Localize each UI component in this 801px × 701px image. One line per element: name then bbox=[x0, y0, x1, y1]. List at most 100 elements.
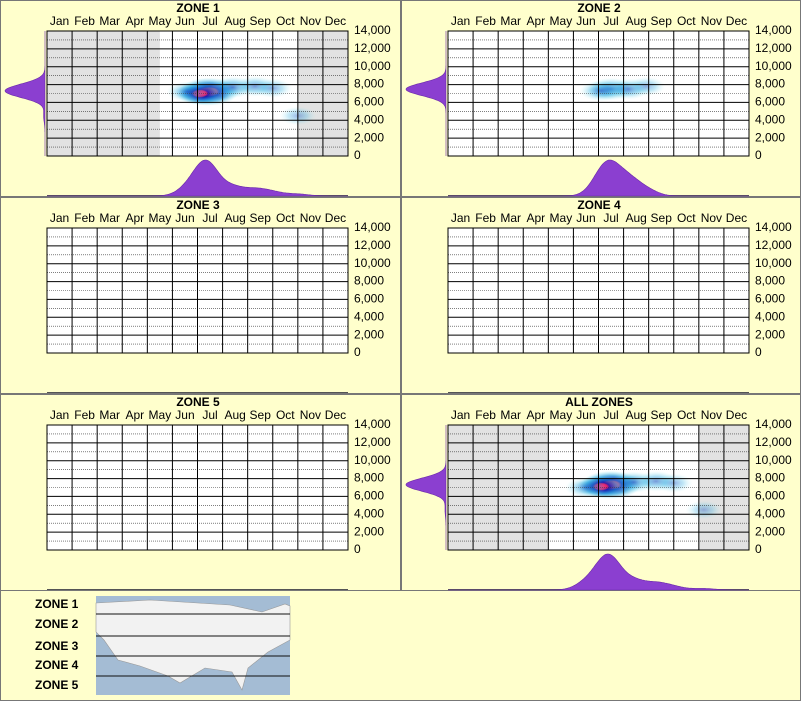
month-label: Jun bbox=[175, 211, 194, 225]
month-label: May bbox=[149, 14, 172, 28]
marginal-month-density bbox=[448, 159, 749, 197]
y-tick-label: 0 bbox=[755, 542, 762, 556]
month-label: Sep bbox=[250, 408, 272, 422]
month-label: Mar bbox=[99, 408, 120, 422]
panel: ALL ZONES 0 2,000 4,000 6,000 8,000 10,000 12,0… bbox=[401, 394, 801, 591]
y-tick-label: 12,000 bbox=[354, 41, 391, 55]
panel-border bbox=[0, 197, 401, 394]
zone-label: ZONE 2 bbox=[35, 617, 79, 631]
month-label: Mar bbox=[500, 408, 521, 422]
heat-blob bbox=[685, 500, 723, 520]
month-label: Apr bbox=[526, 408, 545, 422]
month-label: Dec bbox=[726, 408, 747, 422]
y-tick-label: 12,000 bbox=[354, 435, 391, 449]
month-label: Aug bbox=[625, 211, 646, 225]
month-label: Jan bbox=[50, 211, 69, 225]
month-label: May bbox=[550, 211, 573, 225]
month-label: Oct bbox=[276, 211, 295, 225]
y-tick-label: 2,000 bbox=[354, 130, 384, 144]
y-tick-label: 14,000 bbox=[755, 220, 792, 234]
month-label: Aug bbox=[625, 14, 646, 28]
month-label: Jan bbox=[451, 211, 470, 225]
zone-label: ZONE 5 bbox=[35, 678, 79, 692]
month-label: Jul bbox=[603, 408, 618, 422]
month-label: Nov bbox=[701, 14, 722, 28]
y-tick-label: 4,000 bbox=[755, 506, 785, 520]
month-label: Nov bbox=[701, 408, 722, 422]
y-tick-label: 0 bbox=[354, 345, 361, 359]
y-tick-label: 10,000 bbox=[354, 256, 391, 270]
month-label: Oct bbox=[677, 408, 696, 422]
y-tick-label: 10,000 bbox=[755, 59, 792, 73]
month-label: Jun bbox=[576, 408, 595, 422]
zone-label: ZONE 4 bbox=[35, 658, 79, 672]
y-tick-label: 14,000 bbox=[755, 23, 792, 37]
month-label: Dec bbox=[325, 408, 346, 422]
marginal-elevation-density bbox=[4, 31, 46, 156]
month-label: Aug bbox=[224, 211, 245, 225]
y-tick-label: 8,000 bbox=[755, 471, 785, 485]
panel-title: ZONE 4 bbox=[577, 198, 621, 212]
month-label: Oct bbox=[276, 408, 295, 422]
month-label: Feb bbox=[74, 211, 95, 225]
heat-layer bbox=[579, 76, 666, 102]
y-tick-label: 8,000 bbox=[354, 77, 384, 91]
plot-border bbox=[447, 227, 750, 354]
panel: ZONE 3 0 2,000 4,000 6,000 8,000 10,000 12,000 1… bbox=[0, 197, 401, 394]
month-label: Apr bbox=[125, 211, 144, 225]
panel-border bbox=[401, 0, 801, 197]
month-label: Oct bbox=[677, 211, 696, 225]
month-label: Aug bbox=[224, 408, 245, 422]
month-label: Jan bbox=[451, 408, 470, 422]
y-tick-label: 14,000 bbox=[354, 220, 391, 234]
panel: ZONE 2 0 2,000 4,000 6,000 8,000 10,000 12,000 1… bbox=[401, 0, 801, 197]
month-label: Sep bbox=[250, 211, 272, 225]
panel: ZONE 1 0 2,000 4,000 6,000 8,000 10,000 12,000 1… bbox=[0, 0, 401, 197]
plot-border bbox=[447, 30, 750, 157]
month-label: Apr bbox=[125, 14, 144, 28]
month-label: Mar bbox=[500, 14, 521, 28]
month-label: Jun bbox=[576, 14, 595, 28]
panel-title: ALL ZONES bbox=[565, 395, 633, 409]
month-label: Dec bbox=[726, 14, 747, 28]
month-label: Mar bbox=[99, 14, 120, 28]
month-label: Jun bbox=[576, 211, 595, 225]
month-label: Oct bbox=[276, 14, 295, 28]
y-tick-label: 8,000 bbox=[354, 274, 384, 288]
y-tick-label: 0 bbox=[354, 542, 361, 556]
y-tick-label: 12,000 bbox=[755, 41, 792, 55]
month-label: May bbox=[550, 14, 573, 28]
month-label: Jul bbox=[202, 14, 217, 28]
month-label: Nov bbox=[300, 14, 321, 28]
month-label: Mar bbox=[99, 211, 120, 225]
month-label: Jan bbox=[50, 408, 69, 422]
panel-border bbox=[0, 0, 401, 197]
panel-border bbox=[0, 394, 401, 591]
y-tick-label: 6,000 bbox=[755, 292, 785, 306]
month-label: Sep bbox=[250, 14, 272, 28]
plot-border bbox=[46, 30, 349, 157]
panel: ZONE 5 0 2,000 4,000 6,000 8,000 10,000 12,000 1… bbox=[0, 394, 401, 591]
y-tick-label: 6,000 bbox=[755, 489, 785, 503]
y-tick-label: 0 bbox=[755, 345, 762, 359]
heat-blob bbox=[627, 76, 666, 96]
month-label: Dec bbox=[325, 211, 346, 225]
y-tick-label: 6,000 bbox=[354, 489, 384, 503]
panel: ZONE 4 0 2,000 4,000 6,000 8,000 10,000 12,000 1… bbox=[401, 197, 801, 394]
y-tick-label: 8,000 bbox=[755, 77, 785, 91]
month-label: Nov bbox=[300, 408, 321, 422]
y-tick-label: 4,000 bbox=[354, 309, 384, 323]
plot-border bbox=[447, 424, 750, 551]
y-tick-label: 2,000 bbox=[354, 524, 384, 538]
y-tick-label: 10,000 bbox=[354, 59, 391, 73]
month-label: Apr bbox=[526, 14, 545, 28]
month-label: May bbox=[550, 408, 573, 422]
month-label: Feb bbox=[74, 408, 95, 422]
y-tick-label: 2,000 bbox=[755, 524, 785, 538]
panel-title: ZONE 3 bbox=[176, 198, 220, 212]
marginal-month-density bbox=[47, 159, 348, 197]
zone-label: ZONE 3 bbox=[35, 639, 79, 653]
heat-blob bbox=[565, 477, 607, 498]
month-label: Aug bbox=[625, 408, 646, 422]
